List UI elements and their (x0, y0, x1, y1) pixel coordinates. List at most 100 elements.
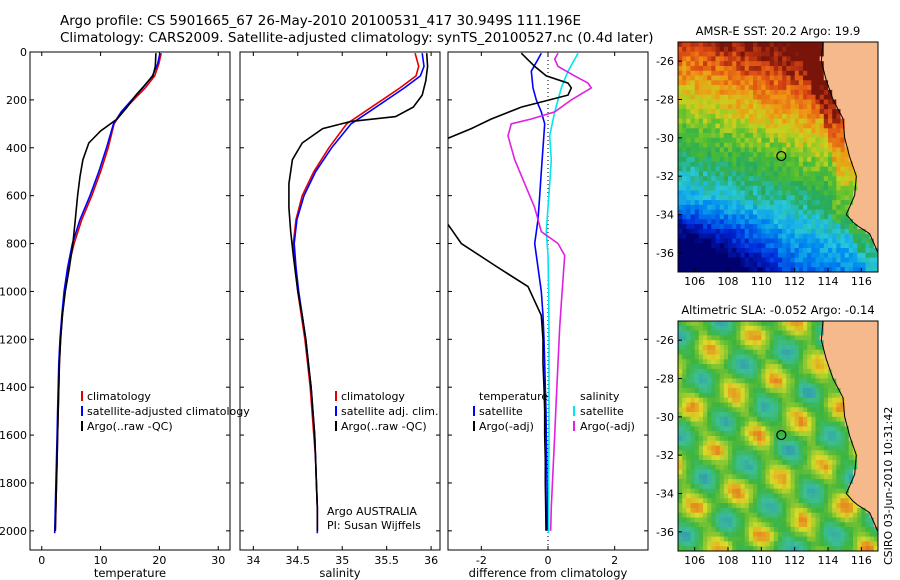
map-cell (778, 66, 783, 72)
map-cell (798, 75, 804, 81)
map-cell (807, 479, 812, 485)
map-cell (761, 412, 767, 418)
map-cell (698, 431, 704, 437)
map-cell (865, 507, 871, 514)
map-cell (719, 224, 725, 230)
map-cell (748, 257, 754, 263)
map-cell (790, 133, 796, 139)
map-cell (782, 161, 787, 168)
map-cell (678, 233, 683, 240)
map-cell (815, 185, 821, 192)
map-cell (869, 517, 875, 523)
map-cell (690, 94, 696, 101)
map-cell (861, 61, 867, 67)
map-cell (798, 368, 804, 375)
map-cell (819, 483, 825, 490)
map-cell (728, 507, 733, 514)
map-cell (794, 378, 800, 384)
map-cell (732, 61, 737, 67)
map-cell (740, 104, 746, 110)
map-cell (848, 359, 854, 365)
map-cell (728, 109, 733, 115)
map-cell (761, 373, 767, 380)
map-cell (707, 181, 712, 187)
map-cell (707, 546, 712, 551)
map-cell (698, 321, 704, 327)
map-cell (832, 147, 837, 153)
map-cell (798, 157, 804, 163)
map-cell (811, 402, 817, 408)
map-cell (740, 330, 746, 336)
map-cell (748, 104, 754, 110)
map-cell (723, 368, 729, 375)
map-cell (778, 109, 783, 115)
map-cell (811, 431, 817, 437)
map-cell (698, 359, 704, 365)
map-cell (703, 512, 708, 519)
map-cell (715, 185, 721, 192)
map-cell (865, 460, 871, 466)
map-cell (765, 493, 771, 499)
map-cell (686, 378, 692, 384)
map-cell (757, 56, 762, 62)
map-cell (707, 176, 712, 182)
map-cell (686, 262, 692, 268)
map-cell (786, 364, 792, 370)
map-cell (778, 402, 783, 408)
map-cell (690, 450, 696, 456)
map-cell (707, 42, 712, 48)
map-cell (740, 373, 746, 380)
map-cell (782, 464, 787, 471)
map-cell (765, 378, 771, 384)
map-cell (857, 373, 862, 380)
map-cell (732, 46, 737, 53)
map-cell (715, 142, 721, 148)
map-cell (678, 388, 683, 394)
map-cell (807, 75, 812, 81)
map-cell (686, 113, 692, 120)
map-cell (865, 546, 871, 551)
map-cell (848, 137, 854, 144)
map-cell (786, 262, 792, 268)
map-cell (790, 493, 796, 499)
map-cell (865, 209, 871, 216)
map-cell (678, 137, 683, 144)
map-cell (732, 546, 737, 551)
map-cell (694, 397, 700, 404)
map-cell (857, 80, 862, 86)
map-cell (765, 176, 771, 182)
map-cell (782, 527, 787, 533)
map-cell (703, 238, 708, 244)
map-cell (782, 185, 787, 192)
map-cell (840, 209, 846, 216)
map-cell (753, 412, 758, 418)
map-cell (761, 388, 767, 394)
map-cell (848, 498, 854, 504)
map-cell (857, 190, 862, 196)
map-cell (773, 257, 779, 263)
map-cell (869, 224, 875, 230)
map-cell (728, 157, 733, 163)
map-cell (703, 133, 708, 139)
map-cell (857, 493, 862, 499)
map-cell (753, 531, 758, 538)
map-cell (836, 388, 842, 394)
map-cell (865, 455, 871, 461)
map-cell (828, 517, 833, 523)
map-cell (803, 238, 808, 244)
map-cell (686, 181, 692, 187)
map-cell (723, 104, 729, 110)
map-cell (715, 321, 721, 327)
map-cell (711, 493, 717, 499)
side-stamp: CSIRO 03-Jun-2010 10:31:42 (882, 407, 895, 565)
map-cell (703, 152, 708, 158)
map-cell (853, 498, 858, 504)
map-cell (703, 541, 708, 547)
map-cell (794, 402, 800, 408)
map-cell (828, 503, 833, 509)
map-cell (848, 541, 854, 547)
map-cell (861, 340, 867, 346)
map-cell (698, 152, 704, 158)
map-cell (707, 185, 712, 192)
map-cell (757, 388, 762, 394)
